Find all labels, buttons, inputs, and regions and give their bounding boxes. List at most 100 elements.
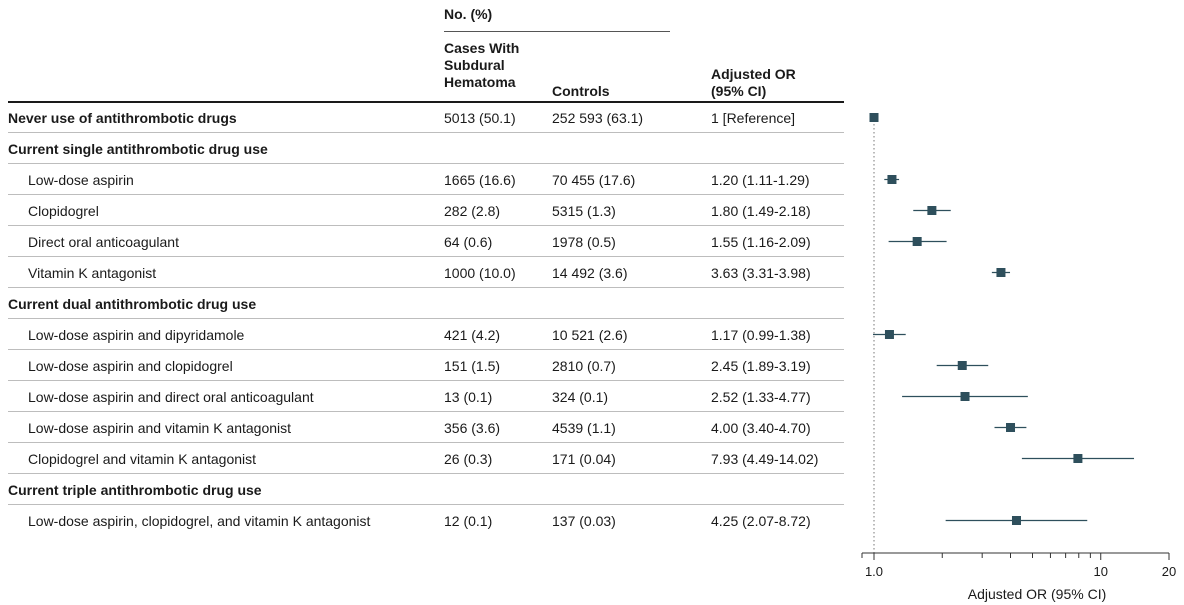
or-cell: 1 [Reference] [711, 110, 796, 126]
point-marker [884, 330, 894, 339]
point-marker [887, 175, 897, 184]
row-divider [8, 349, 844, 350]
table-row: Clopidogrel and vitamin K antagonist 26 (… [8, 443, 844, 474]
col-header-cases-line: Subdural [444, 57, 505, 73]
or-cell: 2.45 (1.89-3.19) [711, 358, 811, 374]
group-header: No. (%) [444, 6, 493, 22]
group-header-rule [444, 31, 670, 32]
or-cell: 1.17 (0.99-1.38) [711, 327, 811, 343]
x-tick-label: 20 [1162, 564, 1176, 579]
col-header-cases-line: Cases With [444, 40, 520, 56]
or-cell: 1.55 (1.16-2.09) [711, 234, 811, 250]
controls-cell: 252 593 (63.1) [552, 110, 644, 126]
row-divider [8, 256, 844, 257]
table-row: Low-dose aspirin 1665 (16.6) 70 455 (17.6)… [8, 164, 844, 195]
col-header-or-line: Adjusted OR [711, 66, 796, 82]
row-divider [8, 318, 844, 319]
row-label: Low-dose aspirin, clopidogrel, and vitam… [28, 513, 371, 529]
row-label: Low-dose aspirin and clopidogrel [28, 358, 233, 374]
table-row: Low-dose aspirin and direct oral anticoa… [8, 381, 844, 412]
row-label: Direct oral anticoagulant [28, 234, 179, 250]
row-label: Never use of antithrombotic drugs [8, 110, 237, 126]
cases-cell: 64 (0.6) [444, 234, 493, 250]
row-label: Low-dose aspirin and vitamin K antagonis… [28, 420, 292, 436]
row-label: Low-dose aspirin and direct oral anticoa… [28, 389, 314, 405]
or-cell: 1.20 (1.11-1.29) [711, 172, 810, 188]
point-marker [927, 206, 937, 215]
row-divider [8, 287, 844, 288]
section-row: Current dual antithrombotic drug use [8, 288, 844, 319]
row-divider [8, 411, 844, 412]
or-cell: 4.00 (3.40-4.70) [711, 420, 811, 436]
x-axis-title: Adjusted OR (95% CI) [968, 586, 1107, 602]
point-marker [1006, 423, 1016, 432]
row-label: Clopidogrel [28, 203, 99, 219]
cases-cell: 282 (2.8) [444, 203, 501, 219]
row-divider [8, 442, 844, 443]
row-label: Low-dose aspirin and dipyridamole [28, 327, 245, 343]
col-header-cases: Cases With Subdural Hematoma [444, 40, 519, 91]
x-tick-label: 1.0 [865, 564, 883, 579]
cases-cell: 13 (0.1) [444, 389, 493, 405]
row-label: Low-dose aspirin [28, 172, 134, 188]
row-label: Current dual antithrombotic drug use [8, 296, 257, 312]
row-divider [8, 163, 844, 164]
point-marker [960, 392, 970, 401]
table-row: Low-dose aspirin, clopidogrel, and vitam… [8, 505, 844, 536]
controls-cell: 137 (0.03) [552, 513, 616, 529]
row-divider [8, 225, 844, 226]
section-row: Never use of antithrombotic drugs 5013 (5… [8, 102, 844, 133]
controls-cell: 2810 (0.7) [552, 358, 616, 374]
row-divider [8, 194, 844, 195]
or-cell: 3.63 (3.31-3.98) [711, 265, 811, 281]
controls-cell: 70 455 (17.6) [552, 172, 636, 188]
cases-cell: 12 (0.1) [444, 513, 493, 529]
col-header-or-line: (95% CI) [711, 83, 767, 99]
controls-cell: 324 (0.1) [552, 389, 609, 405]
row-divider [8, 132, 844, 133]
row-label: Vitamin K antagonist [28, 265, 157, 281]
point-marker [912, 237, 922, 246]
table-row: Vitamin K antagonist 1000 (10.0) 14 492 (3… [8, 257, 844, 288]
point-marker [957, 361, 967, 370]
cases-cell: 1665 (16.6) [444, 172, 516, 188]
or-cell: 4.25 (2.07-8.72) [711, 513, 811, 529]
row-divider [8, 380, 844, 381]
cases-cell: 421 (4.2) [444, 327, 501, 343]
point-marker [869, 113, 879, 122]
table-row: Low-dose aspirin and dipyridamole 421 (4.… [8, 319, 844, 350]
or-cell: 1.80 (1.49-2.18) [711, 203, 811, 219]
cases-cell: 26 (0.3) [444, 451, 493, 467]
controls-cell: 5315 (1.3) [552, 203, 616, 219]
table-row: Clopidogrel 282 (2.8) 5315 (1.3) 1.80 (1.49… [8, 195, 844, 226]
section-row: Current triple antithrombotic drug use [8, 474, 844, 505]
controls-cell: 171 (0.04) [552, 451, 616, 467]
or-cell: 2.52 (1.33-4.77) [711, 389, 811, 405]
table-row: Low-dose aspirin and clopidogrel 151 (1.5… [8, 350, 844, 381]
cases-cell: 356 (3.6) [444, 420, 501, 436]
row-label: Clopidogrel and vitamin K antagonist [28, 451, 257, 467]
row-label: Current single antithrombotic drug use [8, 141, 268, 157]
header-rule [8, 101, 844, 103]
table-row: Low-dose aspirin and vitamin K antagonis… [8, 412, 844, 443]
row-divider [8, 473, 844, 474]
controls-cell: 1978 (0.5) [552, 234, 616, 250]
or-cell: 7.93 (4.49-14.02) [711, 451, 819, 467]
point-marker [1011, 516, 1021, 525]
section-row: Current single antithrombotic drug use [8, 133, 844, 164]
col-header-controls: Controls [552, 83, 610, 99]
col-header-or: Adjusted OR (95% CI) [711, 66, 796, 100]
point-marker [1073, 454, 1083, 463]
cases-cell: 151 (1.5) [444, 358, 501, 374]
controls-cell: 10 521 (2.6) [552, 327, 628, 343]
table-row: Direct oral anticoagulant 64 (0.6) 1978 (0… [8, 226, 844, 257]
col-header-cases-line: Hematoma [444, 74, 516, 90]
cases-cell: 1000 (10.0) [444, 265, 516, 281]
cases-cell: 5013 (50.1) [444, 110, 516, 126]
point-marker [996, 268, 1006, 277]
x-tick-label: 10 [1094, 564, 1108, 579]
controls-cell: 4539 (1.1) [552, 420, 616, 436]
controls-cell: 14 492 (3.6) [552, 265, 628, 281]
row-divider [8, 504, 844, 505]
